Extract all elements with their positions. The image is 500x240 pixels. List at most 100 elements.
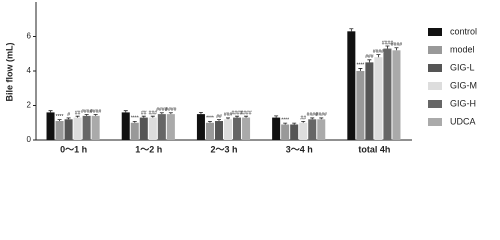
error-bar [244, 115, 249, 118]
x-tick-label: 1～2 h [135, 144, 162, 154]
bar [299, 122, 308, 140]
error-bar [274, 115, 279, 118]
error-bar [367, 59, 372, 63]
bar [139, 117, 148, 140]
legend-label: GIG-L [450, 62, 475, 72]
legend-swatch [428, 28, 442, 36]
significance-label: ## [216, 114, 222, 120]
bar [317, 119, 326, 140]
significance-label: #### [90, 109, 101, 115]
significance-label: **** [281, 117, 289, 123]
significance-label: #### [307, 112, 318, 118]
error-bar [75, 115, 80, 118]
bar [46, 112, 55, 140]
error-bar [319, 117, 324, 120]
significance-label: #### [382, 40, 393, 46]
error-bar [376, 54, 381, 58]
significance-label: **** [131, 116, 139, 122]
error-bar [385, 45, 390, 49]
bar [64, 119, 73, 140]
bar [196, 114, 205, 140]
significance-label: ## [75, 111, 81, 117]
legend-swatch [428, 82, 442, 90]
error-bar [132, 120, 137, 123]
significance-label: **** [56, 114, 64, 120]
y-axis-label: Bile flow (mL) [4, 43, 14, 102]
bar [242, 117, 251, 140]
x-tick-label: 2～3 h [210, 144, 237, 154]
bar [308, 119, 317, 140]
significance-label: ### [224, 112, 233, 118]
legend-swatch [428, 64, 442, 72]
significance-label: #### [81, 109, 92, 115]
significance-label: ### [149, 111, 158, 117]
significance-label: ## [141, 111, 147, 117]
error-bar [292, 122, 297, 125]
error-bar [283, 122, 288, 125]
legend-label: GIG-H [450, 98, 476, 108]
bar [281, 124, 290, 140]
y-tick-label: 2 [27, 101, 32, 110]
error-bar [235, 115, 240, 118]
error-bar [301, 120, 306, 123]
significance-label: #### [165, 107, 176, 113]
bar [290, 124, 299, 140]
bar [374, 57, 383, 141]
x-tick-label: total 4h [358, 144, 390, 154]
error-bar [394, 47, 399, 51]
error-bar [226, 117, 231, 120]
bar [365, 62, 374, 140]
bar [166, 114, 175, 140]
significance-label: #### [316, 112, 327, 118]
significance-label: #### [240, 111, 251, 117]
y-tick-label: 0 [27, 135, 32, 144]
error-bar [349, 28, 354, 32]
bar [91, 115, 100, 140]
error-bar [66, 117, 71, 120]
significance-label: #### [231, 111, 242, 117]
error-bar [310, 117, 315, 120]
significance-label: ### [365, 54, 374, 60]
significance-label: # [67, 112, 70, 118]
x-tick-label: 0～1 h [60, 144, 87, 154]
error-bar [84, 114, 89, 116]
significance-label: #### [373, 49, 384, 55]
bar [121, 112, 130, 140]
legend-label: control [450, 26, 477, 36]
bar [233, 117, 242, 140]
bar [55, 121, 64, 140]
bar [82, 115, 91, 140]
bar [347, 31, 356, 141]
error-bar [141, 115, 146, 118]
error-bar [150, 115, 155, 118]
error-bar [198, 112, 203, 115]
bar [224, 119, 233, 140]
bar [272, 117, 281, 140]
significance-label: **** [206, 116, 214, 122]
legend-label: model [450, 44, 475, 54]
significance-label: #### [156, 107, 167, 113]
bar [392, 50, 401, 140]
error-bar [123, 110, 128, 113]
error-bar [93, 114, 98, 116]
legend-swatch [428, 100, 442, 108]
significance-label: #### [391, 42, 402, 48]
error-bar [48, 110, 53, 113]
error-bar [216, 119, 221, 122]
bar [148, 117, 157, 140]
bar [73, 117, 82, 140]
error-bar [57, 119, 62, 122]
error-bar [168, 112, 173, 115]
bar [205, 122, 214, 140]
legend-swatch [428, 118, 442, 126]
significance-label: **** [356, 63, 364, 69]
x-tick-label: 3～4 h [286, 144, 313, 154]
legend-label: UDCA [450, 116, 476, 126]
legend-swatch [428, 46, 442, 54]
bar [383, 48, 392, 141]
y-tick-label: 6 [27, 32, 32, 41]
error-bar [159, 112, 164, 115]
significance-label: ## [300, 116, 306, 122]
bar [157, 114, 166, 140]
